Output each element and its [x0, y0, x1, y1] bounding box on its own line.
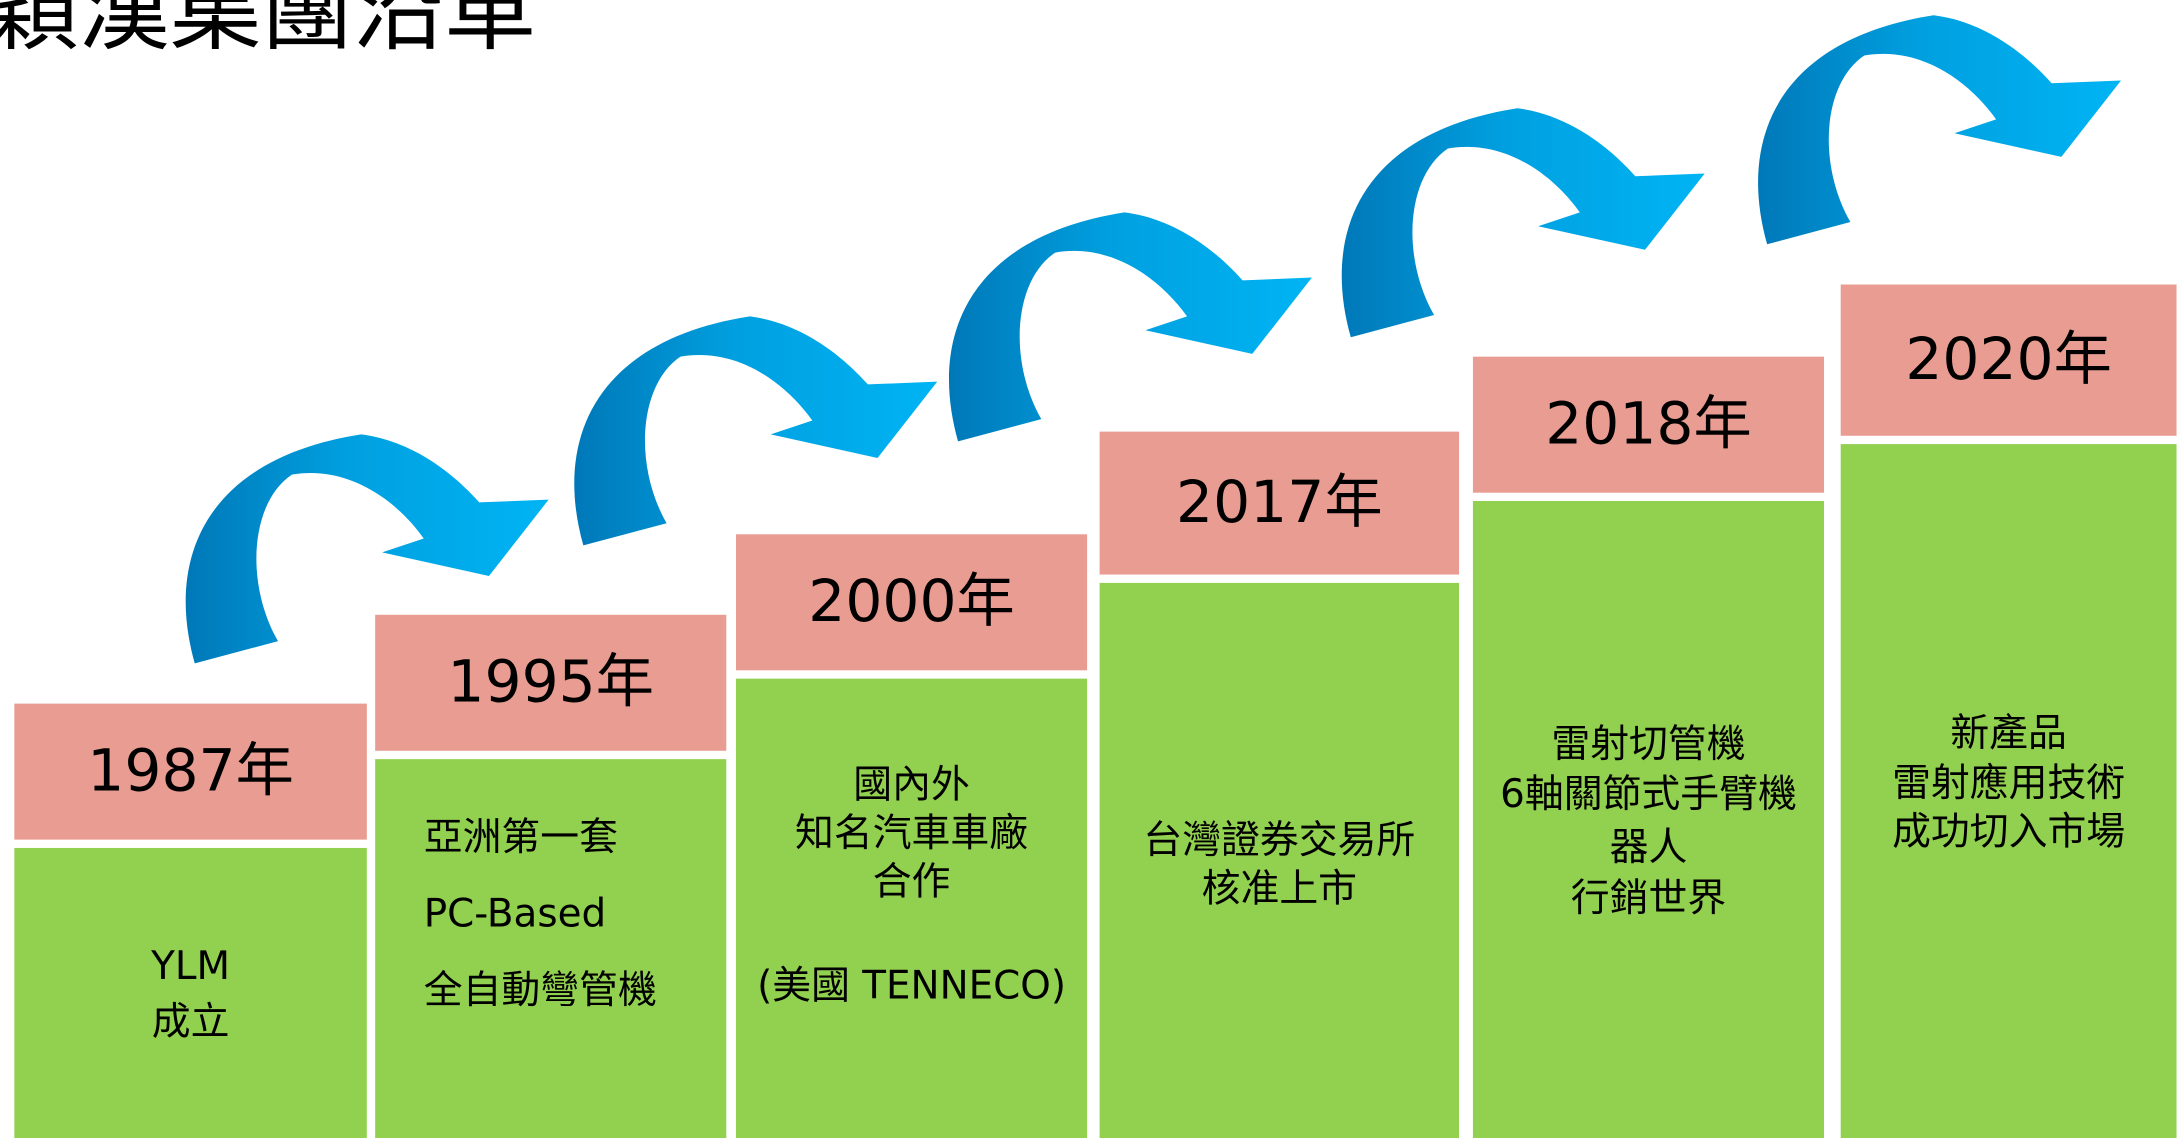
step-text: 知名汽車車廠: [795, 811, 1028, 856]
body-box: [1472, 500, 1825, 1138]
body-box: [14, 847, 367, 1138]
step-text: PC-Based: [424, 891, 606, 936]
year: 1987年: [87, 737, 294, 805]
year-box: [14, 703, 367, 840]
arrow: [1341, 108, 1705, 338]
arrow: [574, 316, 938, 546]
year: 2000年: [808, 567, 1015, 635]
body-box: [735, 678, 1088, 1138]
year-box: [735, 534, 1088, 671]
body-box: [375, 759, 727, 1138]
step-text: 核准上市: [1202, 866, 1357, 911]
step-text: 成立: [152, 1000, 230, 1045]
step-text: 成功切入市場: [1892, 810, 2125, 855]
step-text: (美國 TENNECO): [757, 964, 1066, 1009]
year-box: [375, 614, 727, 751]
step-text: 合作: [873, 860, 951, 905]
year-box: [1472, 356, 1825, 493]
step-text: 台灣證券交易所: [1143, 818, 1415, 863]
body-box: [1099, 582, 1460, 1138]
arrow: [1758, 15, 2122, 245]
year: 1995年: [447, 648, 654, 716]
year-box: [1099, 431, 1460, 575]
step-text: 國內外: [853, 762, 970, 807]
step-text: 新產品: [1950, 711, 2067, 756]
year: 2020年: [1905, 325, 2112, 393]
step-text: 亞洲第一套: [424, 815, 618, 860]
step-text: 雷射切管機: [1551, 722, 1745, 767]
step-text: 器人: [1610, 825, 1688, 870]
step-text: YLM: [150, 944, 230, 989]
page-title: 穎漢集團沿革: [0, 0, 536, 64]
step-text: 全自動彎管機: [424, 968, 657, 1013]
step-text: 6軸關節式手臂機: [1500, 772, 1797, 817]
year: 2018年: [1545, 390, 1752, 458]
year-box: [1840, 284, 2177, 436]
body-box: [1840, 444, 2177, 1138]
arrow: [948, 212, 1312, 442]
step-text: 雷射應用技術: [1892, 761, 2125, 806]
step-text: 行銷世界: [1571, 876, 1726, 921]
year: 2017年: [1176, 468, 1383, 536]
